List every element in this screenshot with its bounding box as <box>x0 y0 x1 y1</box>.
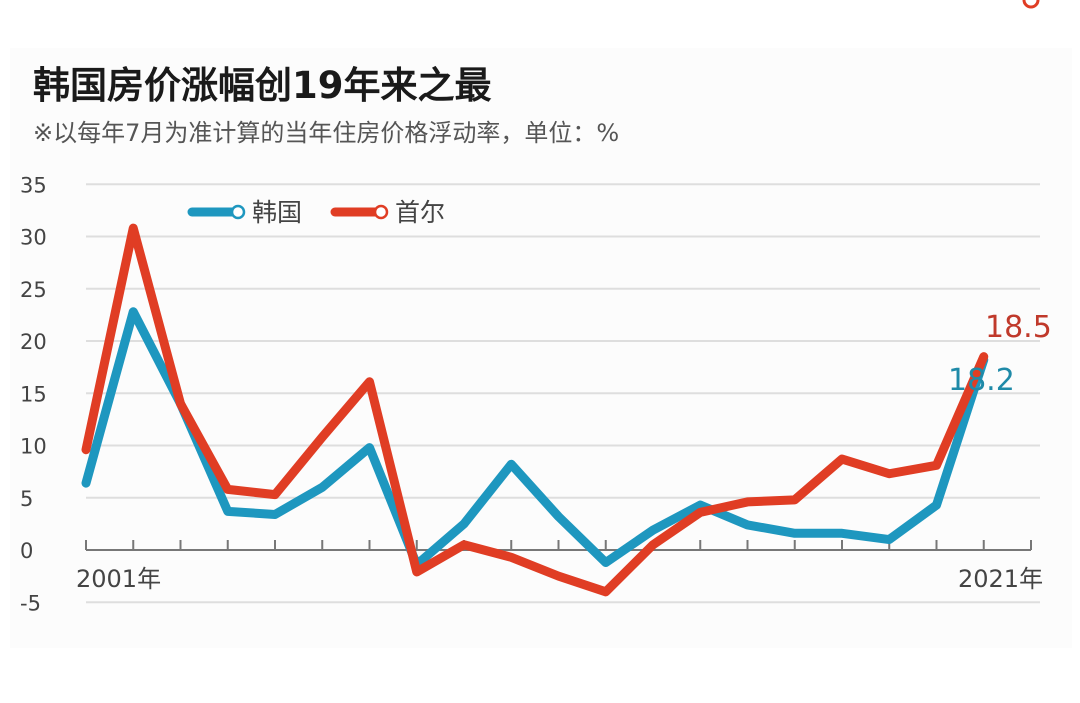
x-label-end: 2021年 <box>958 565 1043 593</box>
legend-label: 首尔 <box>395 198 445 227</box>
legend-marker-icon <box>230 204 246 220</box>
y-tick-label: -5 <box>20 591 41 615</box>
chart-subtitle: ※以每年7月为准计算的当年住房价格浮动率，单位：% <box>33 119 620 147</box>
end-marker <box>1022 0 1040 9</box>
y-tick-label: 20 <box>20 330 47 354</box>
y-tick-label: 35 <box>20 173 47 197</box>
y-tick-label: 5 <box>20 487 33 511</box>
y-axis-ticks: 35 30 25 20 15 10 5 0 -5 <box>20 173 47 615</box>
y-tick-label: 15 <box>20 382 47 406</box>
annotations: 18.5 18.2 <box>948 310 1052 398</box>
series-line-0 <box>81 307 989 570</box>
gridlines <box>86 183 1040 604</box>
annotation-korea: 18.2 <box>948 363 1015 398</box>
x-axis: 2001年 2021年 <box>76 540 1043 593</box>
legend-label: 韩国 <box>252 198 302 227</box>
x-label-start: 2001年 <box>76 565 161 593</box>
y-tick-label: 0 <box>20 539 33 563</box>
legend: 韩国 首尔 <box>187 198 445 227</box>
y-tick-label: 10 <box>20 435 47 459</box>
data-lines <box>81 0 1040 597</box>
y-tick-label: 25 <box>20 278 47 302</box>
chart-title: 韩国房价涨幅创19年来之最 <box>33 64 492 107</box>
chart-panel <box>10 48 1072 648</box>
y-tick-label: 30 <box>20 226 47 250</box>
series-line-1 <box>81 223 989 597</box>
annotation-seoul: 18.5 <box>985 310 1052 345</box>
legend-marker-icon <box>373 204 389 220</box>
